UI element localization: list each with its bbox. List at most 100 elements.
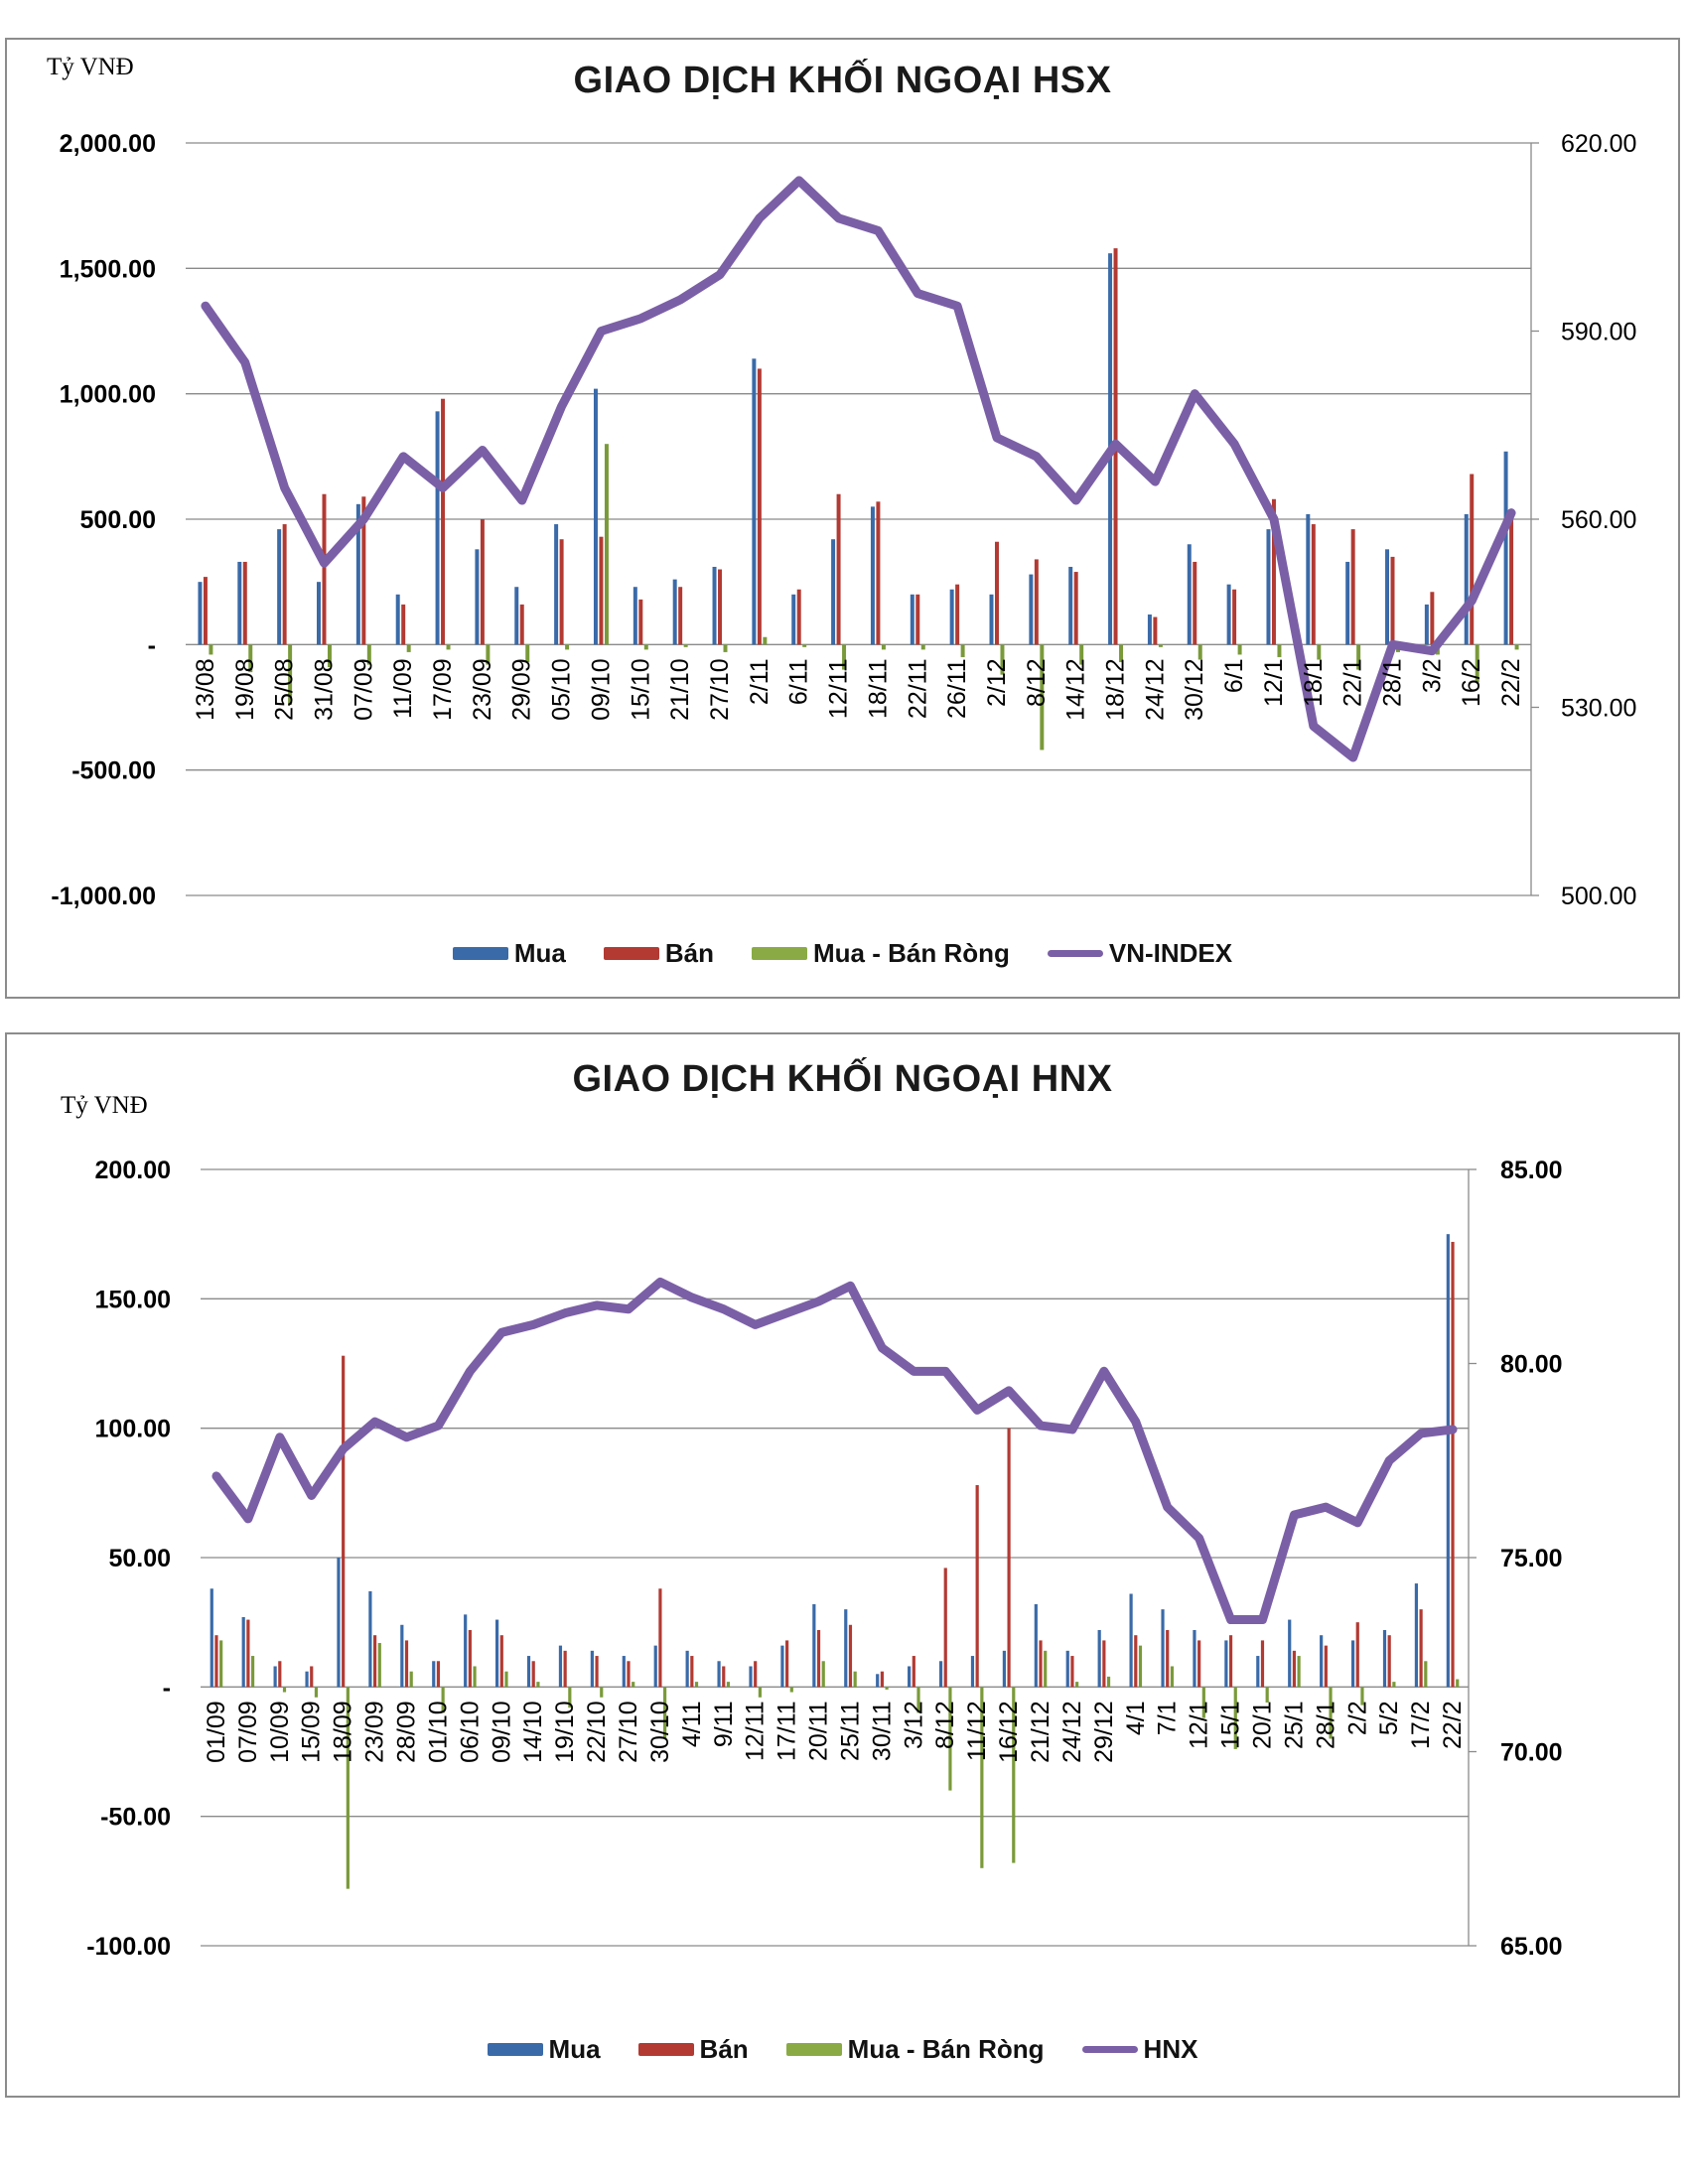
net-bar <box>504 1671 508 1688</box>
mua-bar <box>752 358 757 645</box>
x-tick-label: 21/12 <box>1027 1701 1055 1763</box>
ban-bar <box>994 541 999 645</box>
mua-bar <box>791 594 796 645</box>
x-tick-label: 29/12 <box>1090 1701 1118 1763</box>
legend-label-index: VN-INDEX <box>1108 938 1233 968</box>
x-tick-label: 28/1 <box>1312 1701 1339 1749</box>
x-tick-label: 01/09 <box>203 1701 230 1763</box>
ban-bar <box>595 1656 599 1688</box>
net-bar <box>1392 1682 1396 1688</box>
x-tick-label: 09/10 <box>488 1701 515 1763</box>
hnx-unit-label: Tỷ VNĐ <box>61 1092 148 1119</box>
net-bar <box>248 644 253 673</box>
x-tick-label: 26/11 <box>943 658 971 719</box>
hsx-chart-title: GIAO DỊCH KHỐI NGOẠI HSX <box>573 60 1112 101</box>
net-bar <box>1044 1650 1048 1688</box>
x-tick-label: 16/2 <box>1458 658 1485 707</box>
mua-bar <box>368 1590 372 1688</box>
x-tick-label: 3/12 <box>900 1701 927 1749</box>
net-bar <box>1297 1656 1301 1688</box>
x-tick-label: 06/10 <box>456 1701 484 1763</box>
y2-tick-label: 590.00 <box>1561 319 1636 346</box>
legend-item-net: Mua - Bán Ròng <box>785 2034 1045 2065</box>
mua-bar <box>494 1619 499 1688</box>
legend-swatch-ban <box>637 2043 694 2056</box>
x-tick-label: 6/1 <box>1220 658 1248 693</box>
mua-bar <box>526 1656 531 1688</box>
y-tick-label: 100.00 <box>95 1416 171 1443</box>
ban-bar <box>1509 513 1514 645</box>
hnx-chart-title: GIAO DỊCH KHỐI NGOẠI HNX <box>572 1058 1113 1100</box>
net-bar <box>853 1671 857 1688</box>
ban-bar <box>848 1624 853 1688</box>
x-tick-label: 8/12 <box>1023 658 1051 707</box>
x-tick-label: 24/12 <box>1058 1701 1086 1763</box>
mua-bar <box>1193 1629 1196 1688</box>
mua-bar <box>593 388 598 645</box>
ban-bar <box>1034 559 1039 645</box>
x-tick-label: 14/12 <box>1062 658 1090 721</box>
y2-tick-label: 80.00 <box>1500 1351 1563 1379</box>
mua-bar <box>558 1645 563 1688</box>
net-bar <box>219 1640 223 1688</box>
net-bar <box>726 1682 731 1688</box>
ban-bar <box>1350 529 1355 645</box>
ban-bar <box>1311 524 1316 645</box>
hsx-legend: Mua Bán Mua - Bán Ròng VN-INDEX <box>7 938 1678 969</box>
x-tick-label: 17/09 <box>429 658 457 721</box>
ban-bar <box>468 1629 472 1688</box>
mua-bar <box>653 1645 657 1688</box>
mua-bar <box>1187 544 1192 645</box>
net-bar <box>1317 644 1322 660</box>
ban-bar <box>1271 498 1276 645</box>
x-tick-label: 28/1 <box>1379 658 1407 707</box>
y-tick-label: -50.00 <box>100 1804 171 1832</box>
net-bar <box>1075 1682 1079 1688</box>
mua-bar <box>1256 1656 1260 1688</box>
mua-bar <box>395 594 400 645</box>
mua-bar <box>1414 1583 1419 1688</box>
y-tick-label: 1,000.00 <box>60 381 156 409</box>
net-bar <box>980 1687 984 1868</box>
net-bar <box>327 644 332 668</box>
ban-bar <box>1355 1622 1359 1688</box>
mua-bar <box>672 579 677 645</box>
x-tick-label: 25/1 <box>1280 1701 1308 1749</box>
ban-bar <box>1390 556 1395 645</box>
net-bar <box>1456 1679 1460 1688</box>
legend-label-mua: Mua <box>513 938 566 968</box>
ban-bar <box>836 493 841 645</box>
legend-item-mua: Mua <box>452 938 566 969</box>
x-tick-label: 20/1 <box>1248 1701 1276 1749</box>
x-tick-label: 12/1 <box>1186 1701 1213 1749</box>
mua-bar <box>464 1614 468 1688</box>
x-tick-label: 20/11 <box>805 1701 833 1761</box>
ban-bar <box>342 1355 346 1688</box>
net-bar <box>763 636 768 645</box>
net-bar <box>314 1687 319 1698</box>
net-bar <box>1197 644 1202 660</box>
ban-bar <box>722 1666 726 1688</box>
mua-bar <box>1147 614 1152 645</box>
mua-bar <box>633 587 637 645</box>
ban-bar <box>757 368 762 645</box>
legend-swatch-mua <box>487 2043 543 2056</box>
mua-bar <box>910 594 914 645</box>
mua-bar <box>831 539 836 645</box>
net-bar <box>1106 1676 1111 1688</box>
ban-bar <box>1134 1635 1138 1688</box>
mua-bar <box>210 1588 213 1688</box>
ban-bar <box>322 493 327 645</box>
legend-item-index: VN-INDEX <box>1047 938 1233 969</box>
ban-bar <box>203 577 208 645</box>
y-tick-label: -1,000.00 <box>51 883 156 910</box>
ban-bar <box>876 501 881 645</box>
x-tick-label: 28/09 <box>393 1701 421 1763</box>
mua-bar <box>717 1661 721 1688</box>
x-tick-label: 30/10 <box>646 1701 674 1763</box>
legend-item-mua: Mua <box>487 2034 601 2065</box>
ban-bar <box>1039 1640 1043 1688</box>
legend-swatch-index <box>1081 2046 1138 2053</box>
ban-bar <box>1153 616 1158 645</box>
x-tick-label: 2/11 <box>746 658 774 705</box>
